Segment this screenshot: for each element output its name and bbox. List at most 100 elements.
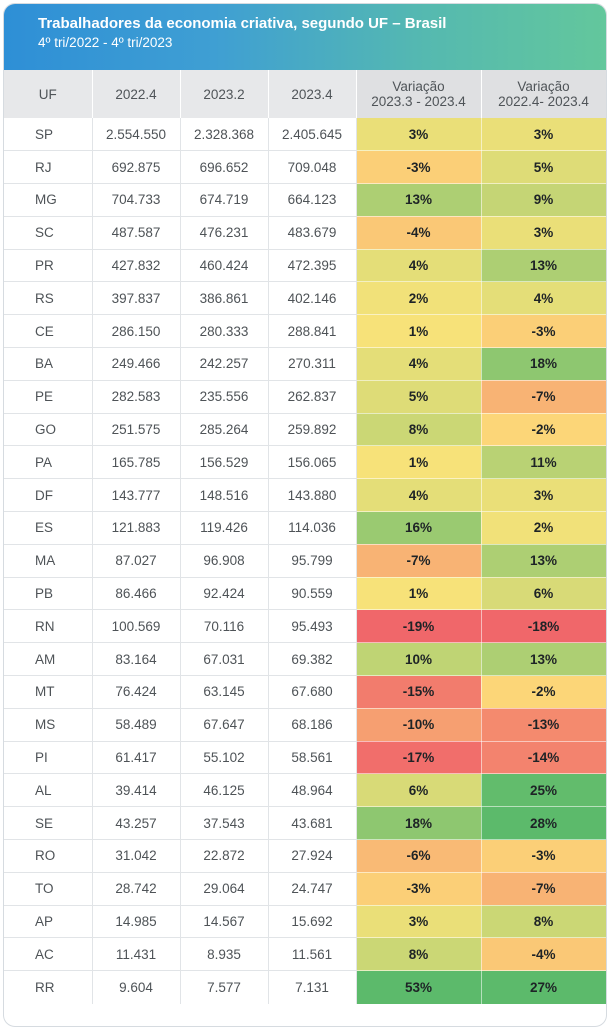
cell-uf: AP	[4, 905, 93, 939]
cell-2022-4: 427.832	[92, 249, 181, 283]
cell-2022-4: 249.466	[92, 347, 181, 381]
cell-2023-2: 280.333	[180, 314, 269, 349]
table-row: PE 282.583 235.556 262.837 5% -7%	[4, 380, 606, 414]
cell-uf: TO	[4, 872, 93, 906]
cell-2022-4: 121.883	[92, 511, 181, 545]
cell-uf: RR	[4, 970, 93, 1004]
table-row: RN 100.569 70.116 95.493 -19% -18%	[4, 609, 606, 644]
cell-variacao-trimestral: 3%	[356, 118, 482, 152]
table-row: SE 43.257 37.543 43.681 18% 28%	[4, 806, 606, 841]
cell-uf: MA	[4, 544, 93, 578]
cell-variacao-anual: 4%	[481, 281, 606, 316]
cell-uf: PB	[4, 577, 93, 611]
cell-variacao-anual: 18%	[481, 347, 606, 381]
cell-2023-2: 242.257	[180, 347, 269, 381]
cell-variacao-trimestral: 6%	[356, 773, 482, 808]
chart-title: Trabalhadores da economia criativa, segu…	[38, 15, 447, 32]
cell-2023-4: 402.146	[268, 281, 357, 316]
table-row: AC 11.431 8.935 11.561 8% -4%	[4, 937, 606, 972]
table-row: AL 39.414 46.125 48.964 6% 25%	[4, 773, 606, 808]
table-row: MS 58.489 67.647 68.186 -10% -13%	[4, 708, 606, 742]
cell-variacao-anual: 25%	[481, 773, 606, 808]
cell-2023-4: 262.837	[268, 380, 357, 414]
column-header-2023-4: 2023.4	[268, 70, 357, 118]
cell-2023-4: 15.692	[268, 905, 357, 939]
cell-2023-4: 48.964	[268, 773, 357, 808]
cell-variacao-trimestral: -19%	[356, 609, 482, 644]
cell-variacao-trimestral: 5%	[356, 380, 482, 414]
table-row: RR 9.604 7.577 7.131 53% 27%	[4, 970, 606, 1004]
cell-variacao-trimestral: 53%	[356, 970, 482, 1004]
cell-2023-2: 22.872	[180, 839, 269, 873]
cell-2022-4: 286.150	[92, 314, 181, 349]
cell-2022-4: 143.777	[92, 478, 181, 513]
table-body: SP 2.554.550 2.328.368 2.405.645 3% 3% RJ 692.8…	[4, 118, 606, 1004]
cell-2023-2: 8.935	[180, 937, 269, 972]
cell-variacao-trimestral: -17%	[356, 741, 482, 775]
cell-uf: AL	[4, 773, 93, 808]
cell-variacao-anual: 2%	[481, 511, 606, 545]
cell-variacao-anual: -7%	[481, 380, 606, 414]
cell-uf: RN	[4, 609, 93, 644]
cell-2023-2: 674.719	[180, 183, 269, 217]
cell-uf: AM	[4, 642, 93, 677]
cell-variacao-anual: 3%	[481, 118, 606, 152]
cell-variacao-anual: -13%	[481, 708, 606, 742]
table-row: CE 286.150 280.333 288.841 1% -3%	[4, 314, 606, 349]
cell-2023-2: 55.102	[180, 741, 269, 775]
table-row: PB 86.466 92.424 90.559 1% 6%	[4, 577, 606, 611]
cell-2023-2: 386.861	[180, 281, 269, 316]
cell-2022-4: 11.431	[92, 937, 181, 972]
cell-variacao-trimestral: -3%	[356, 150, 482, 185]
cell-2023-2: 29.064	[180, 872, 269, 906]
cell-variacao-anual: 13%	[481, 642, 606, 677]
table-row: DF 143.777 148.516 143.880 4% 3%	[4, 478, 606, 513]
cell-variacao-trimestral: 1%	[356, 577, 482, 611]
cell-2023-4: 95.493	[268, 609, 357, 644]
cell-2023-4: 58.561	[268, 741, 357, 775]
cell-uf: PI	[4, 741, 93, 775]
chart-subtitle: 4º tri/2022 - 4º tri/2023	[38, 35, 173, 50]
cell-variacao-anual: 3%	[481, 478, 606, 513]
table-row: MA 87.027 96.908 95.799 -7% 13%	[4, 544, 606, 578]
cell-uf: SP	[4, 118, 93, 152]
cell-2022-4: 165.785	[92, 445, 181, 480]
cell-variacao-trimestral: 16%	[356, 511, 482, 545]
cell-uf: AC	[4, 937, 93, 972]
cell-2023-2: 460.424	[180, 249, 269, 283]
cell-2023-4: 270.311	[268, 347, 357, 381]
cell-uf: RJ	[4, 150, 93, 185]
cell-2023-2: 119.426	[180, 511, 269, 545]
cell-variacao-trimestral: -15%	[356, 675, 482, 709]
cell-variacao-anual: -2%	[481, 675, 606, 709]
cell-2023-4: 43.681	[268, 806, 357, 841]
column-header-2023-2: 2023.2	[180, 70, 269, 118]
cell-2023-4: 288.841	[268, 314, 357, 349]
cell-variacao-anual: 28%	[481, 806, 606, 841]
cell-variacao-anual: -3%	[481, 314, 606, 349]
cell-variacao-anual: 13%	[481, 544, 606, 578]
cell-2023-4: 143.880	[268, 478, 357, 513]
cell-2023-2: 156.529	[180, 445, 269, 480]
cell-variacao-trimestral: 18%	[356, 806, 482, 841]
cell-variacao-anual: 5%	[481, 150, 606, 185]
cell-variacao-trimestral: 2%	[356, 281, 482, 316]
cell-uf: ES	[4, 511, 93, 545]
cell-2023-4: 67.680	[268, 675, 357, 709]
cell-2023-2: 67.647	[180, 708, 269, 742]
cell-2022-4: 28.742	[92, 872, 181, 906]
table-row: ES 121.883 119.426 114.036 16% 2%	[4, 511, 606, 545]
table-row: BA 249.466 242.257 270.311 4% 18%	[4, 347, 606, 381]
table-row: AM 83.164 67.031 69.382 10% 13%	[4, 642, 606, 677]
cell-uf: PA	[4, 445, 93, 480]
cell-2023-4: 69.382	[268, 642, 357, 677]
cell-uf: SC	[4, 216, 93, 250]
cell-2023-2: 70.116	[180, 609, 269, 644]
cell-2023-4: 24.747	[268, 872, 357, 906]
table-row: MG 704.733 674.719 664.123 13% 9%	[4, 183, 606, 217]
cell-2022-4: 31.042	[92, 839, 181, 873]
table-row: SP 2.554.550 2.328.368 2.405.645 3% 3%	[4, 118, 606, 152]
cell-2023-4: 483.679	[268, 216, 357, 250]
cell-2023-4: 259.892	[268, 413, 357, 447]
column-header-variacao-trimestral: Variação 2023.3 - 2023.4	[356, 70, 482, 118]
